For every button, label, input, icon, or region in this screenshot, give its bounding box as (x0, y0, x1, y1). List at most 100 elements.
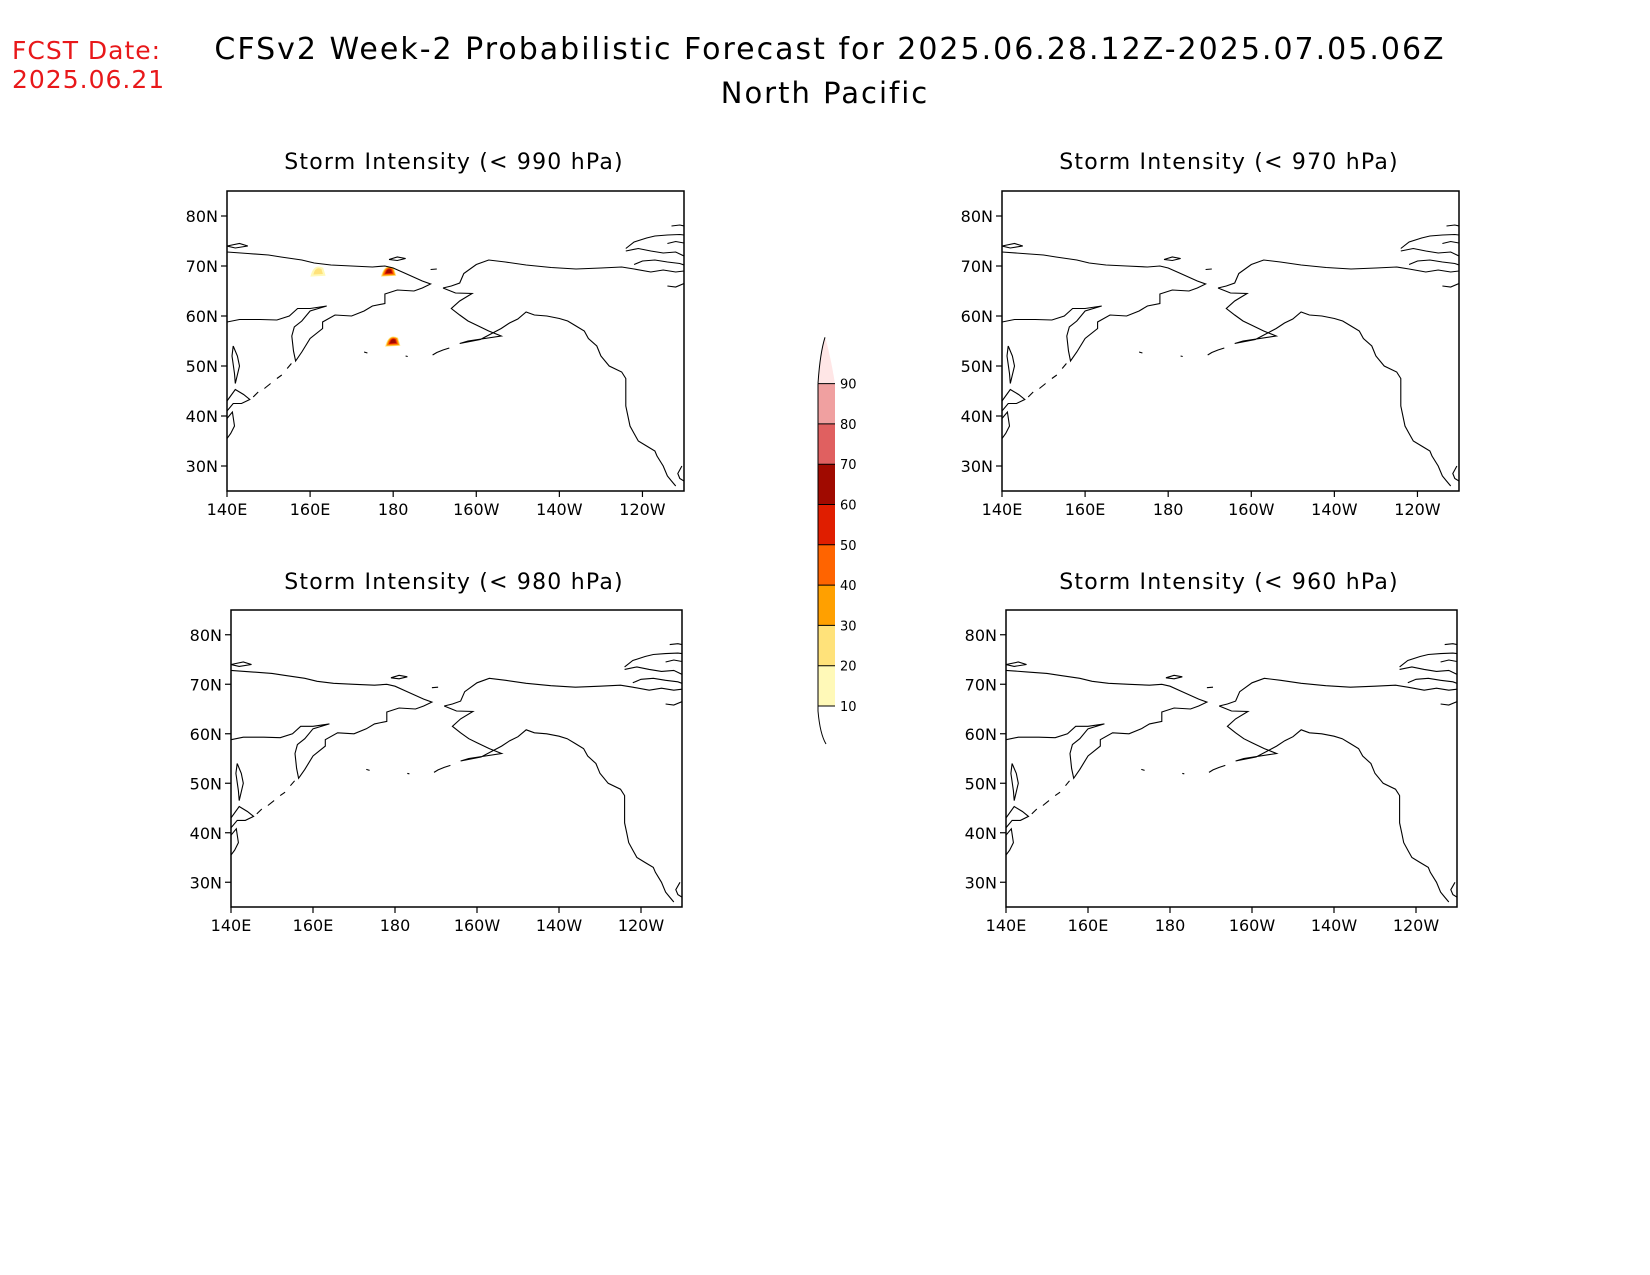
coastline (1217, 259, 1459, 289)
lon-tick-label: 140E (207, 500, 248, 519)
lon-tick-label: 160W (454, 916, 501, 935)
coastline (442, 259, 684, 289)
coastline (1446, 224, 1459, 227)
fcst-date-block: FCST Date: 2025.06.21 (12, 36, 165, 94)
panel-title-960: Storm Intensity (< 960 hPa) (1059, 570, 1399, 595)
coastline (443, 705, 675, 903)
coastline (231, 661, 252, 667)
lon-tick-label: 140E (986, 916, 1027, 935)
coastline (431, 686, 439, 689)
lat-tick-label: 70N (190, 675, 222, 694)
coastline (405, 355, 408, 358)
colorbar-label: 20 (840, 660, 857, 675)
coastlines (1002, 224, 1459, 487)
coastline (1399, 652, 1457, 668)
lon-tick-label: 160W (1229, 916, 1276, 935)
colorbar-label: 80 (840, 418, 857, 433)
coastline (1440, 701, 1457, 706)
coastline (632, 677, 682, 684)
coastline (252, 391, 259, 398)
coastline (1208, 764, 1226, 773)
coastline (1452, 465, 1459, 482)
coastline (1054, 791, 1061, 797)
colorbar-swatch (818, 383, 835, 424)
colorbar-lower-tip (817, 706, 827, 745)
lat-tick-label: 40N (186, 407, 218, 426)
lat-tick-label: 60N (965, 725, 997, 744)
coastlines (227, 224, 684, 487)
colorbar-swatch (818, 464, 835, 505)
map-panel-970: 140E 160E 180 160W 140W 120W 80N 70N 60N 50N 40N 30… (961, 190, 1460, 519)
lat-tick-label: 80N (190, 626, 222, 645)
lon-tick-label: 160E (1065, 500, 1106, 519)
lat-tick-label: 30N (965, 873, 997, 892)
coastline (286, 363, 292, 369)
coastline (1141, 768, 1145, 771)
probability-contour-20 (313, 268, 323, 275)
coastline (1407, 677, 1457, 684)
coastline (227, 388, 251, 412)
coastline (227, 410, 236, 439)
map-panel-990: 140E 160E 180 160W 140W 120W 80N 70N 60N 50N 40N 30… (186, 190, 685, 519)
coastline (1051, 374, 1058, 379)
coastline (430, 268, 437, 271)
coastline (433, 764, 451, 773)
lon-tick-label: 160E (1068, 916, 1109, 935)
lat-tick-label: 30N (190, 873, 222, 892)
map-frame (1001, 190, 1460, 492)
colorbar-swatch (818, 665, 835, 706)
lon-tick-label: 180 (1153, 500, 1184, 519)
coastline (432, 347, 450, 356)
coastline (1205, 268, 1212, 271)
lon-tick-label: 180 (380, 916, 411, 935)
coastline (665, 701, 682, 706)
lat-tick-label: 70N (186, 257, 218, 276)
coastline (1207, 347, 1225, 356)
coastline (1002, 251, 1208, 363)
coastline (677, 465, 684, 482)
lat-tick-label: 80N (965, 626, 997, 645)
coastline (1065, 780, 1070, 787)
coastline (671, 224, 684, 227)
coastline (289, 780, 296, 787)
lat-tick-label: 50N (186, 357, 218, 376)
colorbar: 10 20 30 40 50 60 70 80 90 (817, 337, 857, 745)
coastline (669, 643, 682, 646)
coastline (624, 652, 682, 668)
coastline (1006, 345, 1016, 384)
colorbar-label: 30 (840, 619, 857, 634)
coastline (675, 882, 682, 898)
lon-tick-label: 120W (1393, 916, 1440, 935)
lon-tick-label: 140W (1311, 500, 1358, 519)
probability-contour-60 (385, 269, 392, 274)
coastline (390, 674, 408, 680)
lat-tick-label: 40N (190, 824, 222, 843)
coastline (1399, 666, 1457, 675)
colorbar-swatch (818, 544, 835, 586)
lat-tick-label: 70N (965, 675, 997, 694)
map-frame (230, 609, 683, 908)
coastline (231, 805, 255, 829)
coastline (1400, 247, 1459, 257)
panel-title-970: Storm Intensity (< 970 hPa) (1059, 150, 1399, 175)
lon-tick-label: 140W (536, 916, 583, 935)
coastline (279, 791, 286, 797)
coastlines (1006, 643, 1457, 903)
lat-tick-label: 50N (190, 774, 222, 793)
colorbar-label: 40 (840, 579, 857, 594)
lat-tick-label: 60N (190, 725, 222, 744)
coastline (363, 351, 368, 354)
map-panel-980: 140E 160E 180 160W 140W 120W 80N 70N 60N 50N 40N 30… (190, 609, 683, 935)
lat-tick-label: 60N (186, 307, 218, 326)
lat-tick-label: 30N (961, 457, 993, 476)
coastline (442, 287, 677, 487)
coastline (1006, 669, 1209, 780)
coastline (1408, 259, 1459, 266)
colorbar-swatch (818, 585, 835, 626)
colorbar-label: 90 (840, 378, 857, 393)
coastline (1042, 800, 1050, 806)
lon-tick-label: 120W (618, 916, 665, 935)
coastline (388, 256, 406, 262)
coastline (235, 763, 244, 801)
coastline (1006, 805, 1030, 829)
